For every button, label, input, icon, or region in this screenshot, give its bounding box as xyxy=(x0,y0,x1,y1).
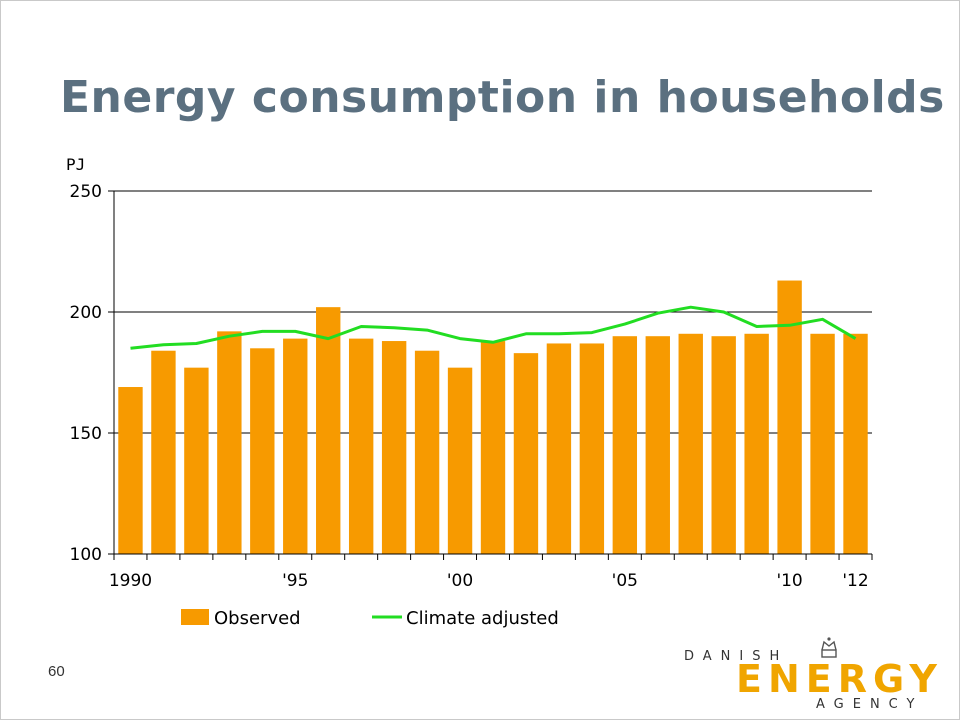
y-tick-label: 100 xyxy=(70,545,102,565)
slide-title: Energy consumption in households xyxy=(60,72,945,123)
legend-label-climate-adjusted: Climate adjusted xyxy=(406,608,559,629)
bar-observed-1996 xyxy=(316,307,341,554)
bar-observed-1998 xyxy=(381,341,407,554)
label-layer: 100 150 200 250 1990 '95 '00 '05 '10 '12 PJ xyxy=(66,155,869,591)
bar-observed-2008 xyxy=(711,336,736,554)
bar-observed-2000 xyxy=(447,367,473,554)
bar-observed-1994 xyxy=(250,348,275,554)
logo-text-danish: DANISH xyxy=(684,649,788,664)
x-tick-label: 1990 xyxy=(109,571,152,591)
legend-label-observed: Observed xyxy=(214,608,301,629)
legend-layer: Observed Climate adjusted xyxy=(181,608,559,629)
legend-swatch-observed xyxy=(181,609,209,625)
bar-observed-2009 xyxy=(744,333,769,554)
x-tick-label: '12 xyxy=(842,571,868,591)
axis-layer xyxy=(108,190,873,560)
bar-observed-1993 xyxy=(217,331,242,554)
bar-observed-2012 xyxy=(843,333,868,554)
logo-text-energy: ENERGY xyxy=(736,657,940,701)
bar-observed-2006 xyxy=(645,336,670,554)
bar-layer xyxy=(118,280,868,554)
y-tick-label: 200 xyxy=(70,303,102,323)
bar-observed-2005 xyxy=(612,336,638,554)
bar-observed-1992 xyxy=(184,367,209,554)
bar-observed-1995 xyxy=(283,338,308,554)
bar-observed-1999 xyxy=(414,350,440,554)
x-tick-label: '05 xyxy=(612,571,638,591)
bar-observed-2010 xyxy=(777,280,802,554)
y-tick-label: 250 xyxy=(70,182,102,202)
bar-observed-2007 xyxy=(678,333,703,554)
bar-observed-2004 xyxy=(579,343,605,554)
line-climate-adjusted xyxy=(130,305,857,350)
bar-observed-1990 xyxy=(118,387,143,554)
y-tick-label: 150 xyxy=(70,424,102,444)
bar-observed-2001 xyxy=(480,341,506,554)
x-tick-label: '00 xyxy=(447,571,473,591)
crown-icon xyxy=(821,637,837,658)
page-number: 60 xyxy=(48,663,65,680)
x-tick-label: '95 xyxy=(282,571,308,591)
bar-observed-2011 xyxy=(810,333,835,554)
line-layer xyxy=(130,305,857,350)
y-unit-label: PJ xyxy=(66,155,85,174)
bar-observed-1997 xyxy=(348,338,374,554)
bar-observed-2003 xyxy=(546,343,572,554)
x-tick-label: '10 xyxy=(776,571,802,591)
logo-text-agency: AGENCY xyxy=(816,697,923,712)
bar-observed-2002 xyxy=(513,353,539,554)
danish-energy-agency-logo: DANISH ENERGY AGENCY xyxy=(684,637,940,712)
bar-observed-1991 xyxy=(151,350,176,554)
